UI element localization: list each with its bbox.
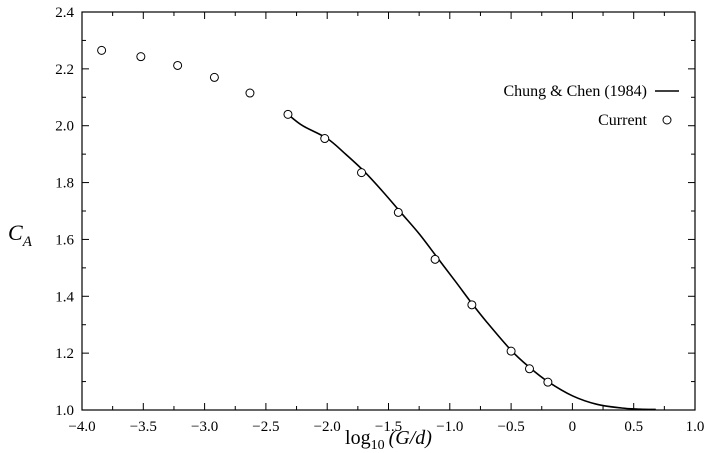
x-tick-label: 0.5 (624, 419, 643, 435)
x-tick-label: 0 (569, 419, 577, 435)
data-point-current (357, 168, 367, 178)
data-point-current (173, 60, 183, 70)
x-axis-label-rest: (G/d) (389, 427, 433, 449)
data-point-current (393, 207, 403, 217)
y-tick-label: 1.6 (55, 232, 74, 248)
data-point-current (506, 346, 516, 356)
x-tick-label: 1.0 (686, 419, 705, 435)
series-line-chung-chen (287, 113, 656, 411)
data-point-current (97, 45, 107, 55)
data-point-current (245, 88, 255, 98)
data-point-current (430, 254, 440, 264)
y-axis-ticks: 1.0 1.2 1.4 1.6 1.8 2.0 2.2 2.4 (55, 5, 695, 419)
y-tick-label: 1.8 (55, 176, 74, 192)
y-axis-label-subscript: A (22, 234, 33, 250)
y-tick-label: 1.0 (55, 403, 74, 419)
y-tick-label: 2.0 (55, 119, 74, 135)
x-axis-label-base: log (345, 427, 371, 449)
y-tick-label: 2.2 (55, 62, 74, 78)
legend: Chung & Chen (1984) Current (503, 83, 679, 129)
data-point-current (467, 300, 477, 310)
legend-label-chung-chen: Chung & Chen (1984) (503, 83, 647, 100)
y-axis-label-base: C (8, 220, 23, 245)
x-tick-label: −1.5 (375, 419, 402, 435)
legend-swatch-open-circle (662, 115, 672, 125)
x-axis-ticks: −4.0 −3.5 −3.0 −2.5 −2.0 −1.5 −1.0 −0.5 0 0.5 1.0 (68, 12, 704, 435)
y-tick-label: 1.4 (55, 289, 74, 305)
data-point-current (283, 109, 293, 119)
x-tick-label: −4.0 (68, 419, 95, 435)
data-point-current (320, 134, 330, 144)
x-tick-label: −2.0 (314, 419, 341, 435)
x-axis-label-subscript: 10 (371, 438, 385, 453)
x-tick-label: −2.5 (252, 419, 279, 435)
x-axis-label: log10 (G/d) (345, 427, 432, 453)
x-tick-label: −0.5 (497, 419, 524, 435)
x-tick-label: −1.0 (436, 419, 463, 435)
data-point-current (136, 52, 146, 62)
legend-label-current: Current (598, 112, 647, 129)
x-tick-label: −3.5 (130, 419, 157, 435)
data-point-current (543, 377, 553, 387)
y-tick-label: 2.4 (55, 5, 74, 21)
y-axis-label: CA (8, 220, 33, 250)
y-tick-label: 1.2 (55, 346, 74, 362)
data-point-current (524, 364, 534, 374)
x-tick-label: −3.0 (191, 419, 218, 435)
series-layer (97, 45, 656, 411)
plot-frame (81, 11, 696, 411)
data-point-current (209, 72, 219, 82)
